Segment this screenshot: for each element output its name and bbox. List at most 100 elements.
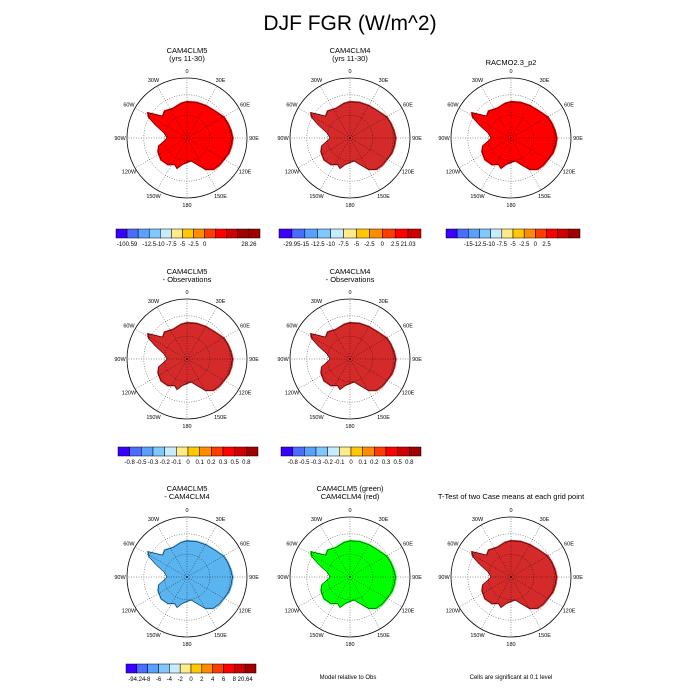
longitude-label: 180 xyxy=(182,424,191,430)
colorbar-swatch xyxy=(215,228,228,239)
colorbar-label: -0.3 xyxy=(148,460,159,466)
longitude-label: 150E xyxy=(214,633,227,639)
colorbar-swatch xyxy=(280,446,293,457)
colorbar-swatch xyxy=(141,446,154,457)
longitude-label: 30W xyxy=(148,78,160,84)
map-panel-cam4clm5: 0 30E 60E 90E 120E 150E 180 150W 120W 90W 60W 30W xyxy=(112,63,262,213)
colorbar-swatch xyxy=(212,663,224,674)
longitude-label: 150W xyxy=(309,633,324,639)
colorbar-label: -12.5 xyxy=(311,242,325,248)
colorbar-swatch xyxy=(193,228,205,239)
colorbar-swatch xyxy=(315,446,328,457)
longitude-label: 120E xyxy=(563,609,576,615)
longitude-label: 60W xyxy=(123,542,135,548)
colorbar-swatch xyxy=(248,228,261,239)
meridian-line xyxy=(186,524,218,578)
polar-map-svg: 0 30E 60E 90E 120E 150E 180 150W 120W 90W 60W 30W xyxy=(114,69,259,209)
longitude-label: 30E xyxy=(216,517,226,523)
longitude-label: 180 xyxy=(506,203,515,209)
colorbar-label: 0 xyxy=(186,460,190,466)
colorbar-swatch xyxy=(223,663,235,674)
longitude-label: 0 xyxy=(185,69,188,75)
longitude-label: 30W xyxy=(311,517,323,523)
colorbar-swatch xyxy=(330,228,344,239)
colorbar-label: -4 xyxy=(167,677,173,683)
coastline xyxy=(147,101,233,170)
colorbar-label: -6 xyxy=(156,677,162,683)
colorbar-swatch xyxy=(523,228,536,239)
longitude-label: 150E xyxy=(377,194,390,200)
longitude-label: 90E xyxy=(412,136,422,142)
colorbar-label: -5 xyxy=(510,242,516,248)
note-significance: Cells are significant at 0.1 level xyxy=(469,675,553,681)
colorbar-label: -12.5 xyxy=(473,242,487,248)
map-border xyxy=(126,77,248,199)
longitude-label: 60E xyxy=(240,542,250,548)
colorbar-swatch xyxy=(179,663,192,674)
colorbar-label: 4 xyxy=(211,677,215,683)
longitude-label: 60W xyxy=(286,542,298,548)
colorbar-swatch xyxy=(152,446,165,457)
longitude-label: 180 xyxy=(506,642,515,648)
coastline xyxy=(471,540,557,609)
longitude-label: 90W xyxy=(114,136,126,142)
colorbar-swatch xyxy=(479,228,491,239)
colorbar-swatch xyxy=(394,228,409,239)
land-fill xyxy=(146,321,234,392)
colorbar-swatch xyxy=(187,446,200,457)
longitude-label: 180 xyxy=(345,424,354,430)
longitude-label: 60W xyxy=(286,324,298,330)
coastline xyxy=(310,322,396,391)
panel-title-line: CAM4CLM4 xyxy=(329,46,371,55)
longitude-label: 120E xyxy=(239,391,252,397)
map-border xyxy=(289,516,411,638)
colorbar-2: -29.95 -15 -12.5 -10 -7.5 -5 -2.5 0 2.5 21.03 xyxy=(278,228,422,248)
longitude-label: 180 xyxy=(182,203,191,209)
note-model-relative: Model relative to Obs xyxy=(319,675,377,681)
colorbar-swatch xyxy=(246,446,259,457)
longitude-label: 60E xyxy=(403,324,413,330)
colorbar-label: -0.2 xyxy=(159,460,170,466)
meridian-line xyxy=(510,576,542,630)
colorbar-swatch xyxy=(397,446,410,457)
longitude-label: 60E xyxy=(240,324,250,330)
longitude-label: 90E xyxy=(412,357,422,363)
longitude-label: 60E xyxy=(564,542,574,548)
panel-title-line: CAM4CLM5 xyxy=(166,484,208,493)
longitude-label: 90E xyxy=(249,357,259,363)
colorbar-label: 28.26 xyxy=(241,242,257,248)
colorbar-label: -2 xyxy=(177,677,183,683)
meridian-line xyxy=(156,524,188,578)
colorbar-swatch xyxy=(171,228,183,239)
colorbar-swatch xyxy=(350,446,363,457)
colorbar-label: -15 xyxy=(464,242,473,248)
colorbar-label: -8 xyxy=(145,677,151,683)
colorbar-label: 0 xyxy=(534,242,538,248)
colorbar-label: -10 xyxy=(486,242,495,248)
meridian-line xyxy=(156,576,188,630)
panel-title-line: CAM4CLM5 xyxy=(166,46,208,55)
colorbar-label: -12.5 xyxy=(142,242,156,248)
coastline xyxy=(147,540,233,609)
colorbar-label: 0 xyxy=(349,460,353,466)
longitude-label: 60W xyxy=(447,542,459,548)
longitude-label: 120W xyxy=(446,170,461,176)
colorbar-label: 0.5 xyxy=(230,460,239,466)
longitude-label: 90E xyxy=(573,575,583,581)
colorbar-label: -0.5 xyxy=(299,460,310,466)
map-border xyxy=(450,77,572,199)
longitude-label: 180 xyxy=(345,203,354,209)
colorbar-swatch xyxy=(226,228,239,239)
colorbar-swatch xyxy=(369,228,383,239)
meridian-line xyxy=(349,576,381,630)
longitude-label: 30E xyxy=(216,78,226,84)
colorbar-label: 0.8 xyxy=(405,460,414,466)
longitude-label: 60W xyxy=(447,103,459,109)
longitude-label: 90E xyxy=(573,136,583,142)
longitude-label: 120W xyxy=(122,609,137,615)
colorbar-label: -94.24 xyxy=(128,677,146,683)
meridian-line xyxy=(480,524,512,578)
panel-title-line: CAM4CLM4 (red) xyxy=(320,492,380,501)
longitude-label: 120E xyxy=(563,170,576,176)
map-panel-racmo: 0 30E 60E 90E 120E 150E 180 150W 120W 90W 60W 30W xyxy=(436,63,586,213)
